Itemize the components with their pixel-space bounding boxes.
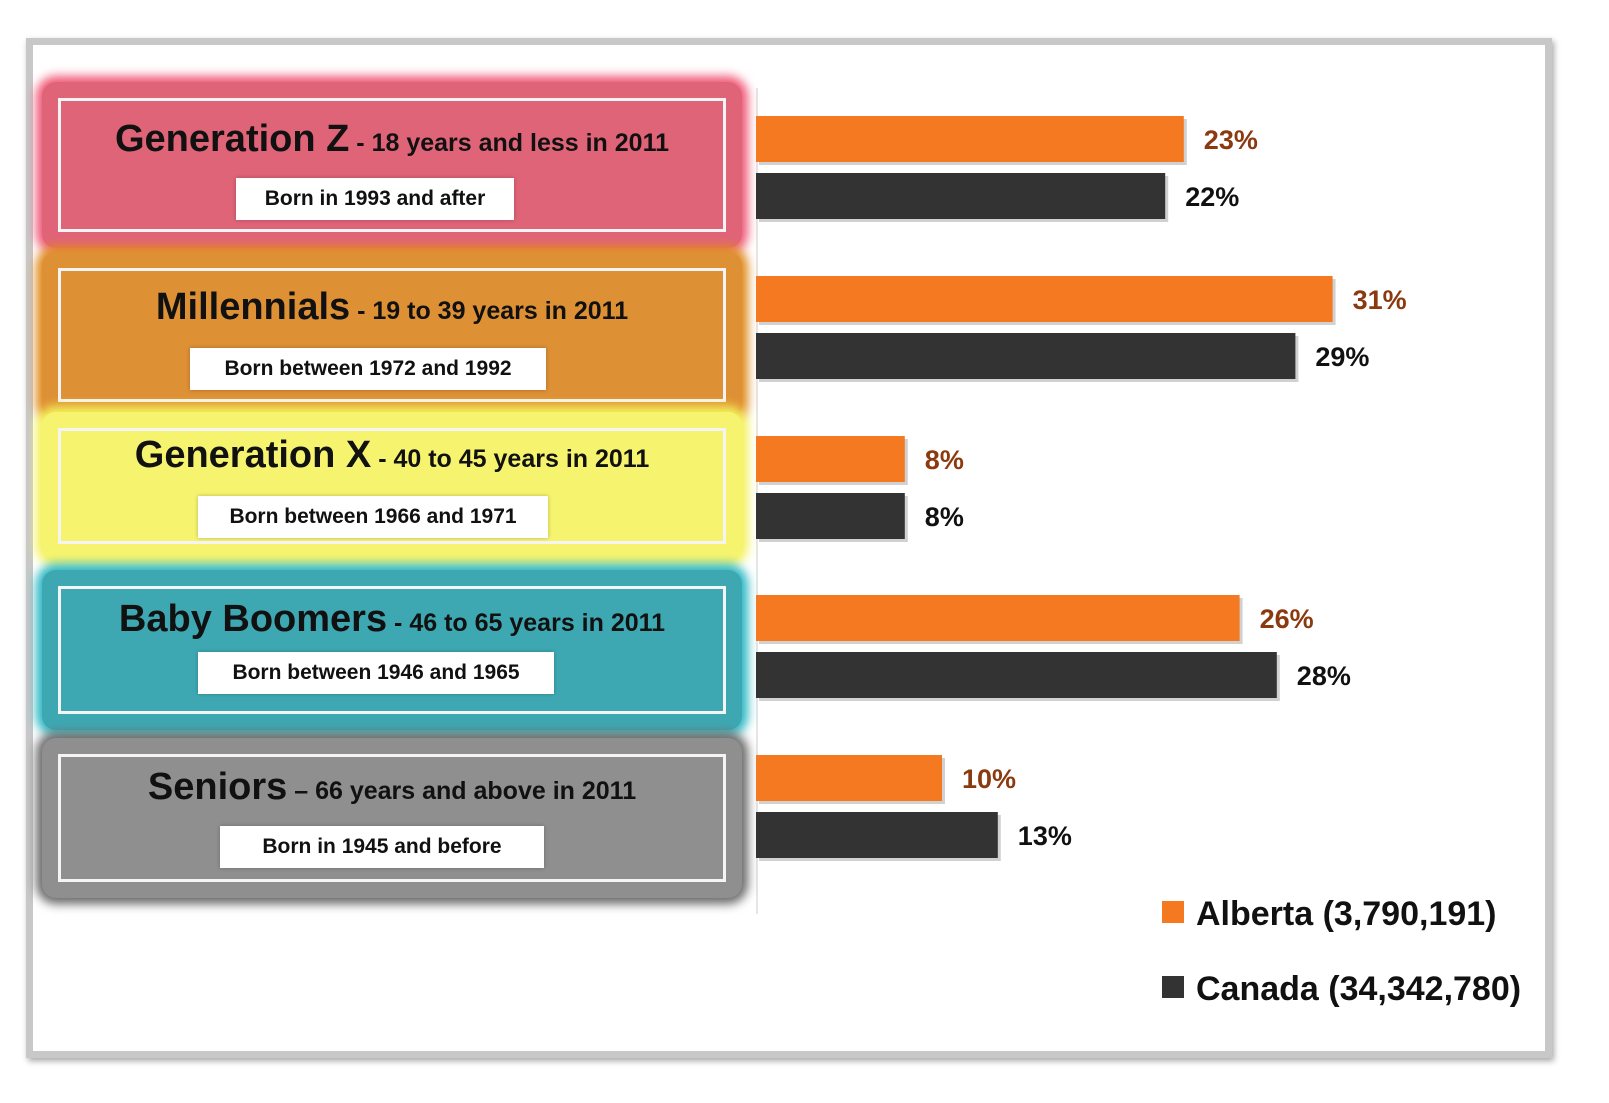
canada-bar <box>756 652 1277 698</box>
alberta-bar <box>756 436 905 482</box>
legend-canada: Canada (34,342,780) <box>1162 970 1521 1009</box>
legend-alberta: Alberta (3,790,191) <box>1162 895 1497 934</box>
alberta-data-label: 31% <box>1353 285 1407 315</box>
canada-data-label: 13% <box>1018 821 1072 851</box>
canada-bar <box>756 493 905 539</box>
generation-box-border <box>58 98 726 232</box>
alberta-bar <box>756 116 1184 162</box>
generation-box: Generation Z - 18 years and less in 2011… <box>42 82 742 248</box>
alberta-bar <box>756 276 1333 322</box>
canada-bar <box>756 812 998 858</box>
alberta-bar <box>756 595 1240 641</box>
generation-box: Generation X - 40 to 45 years in 2011 Bor… <box>42 412 742 560</box>
generation-title: Seniors – 66 years and above in 2011 <box>42 766 742 809</box>
alberta-bar <box>756 755 942 801</box>
generation-birth-years: Born in 1945 and before <box>220 826 544 868</box>
generation-birth-years: Born between 1972 and 1992 <box>190 348 546 390</box>
generation-name: Generation X <box>134 434 372 476</box>
canada-data-label: 8% <box>925 502 964 532</box>
generation-title: Generation Z - 18 years and less in 2011 <box>42 118 742 161</box>
generation-box-border <box>58 428 726 544</box>
canada-bar <box>756 173 1166 219</box>
generation-box-border <box>58 586 726 714</box>
generation-birth-years: Born in 1993 and after <box>236 178 514 220</box>
alberta-data-label: 10% <box>962 764 1016 794</box>
generation-name: Generation Z <box>114 118 350 160</box>
generation-box: Seniors – 66 years and above in 2011 Born… <box>42 738 742 898</box>
generation-title: Generation X - 40 to 45 years in 2011 <box>42 434 742 477</box>
generation-title: Millennials - 19 to 39 years in 2011 <box>42 286 742 329</box>
alberta-data-label: 23% <box>1204 125 1258 155</box>
generation-name: Baby Boomers <box>118 598 388 640</box>
canada-data-label: 22% <box>1185 182 1239 212</box>
legend-alberta-swatch <box>1162 901 1184 923</box>
generation-title: Baby Boomers - 46 to 65 years in 2011 <box>42 598 742 641</box>
generation-box-border <box>58 268 726 402</box>
canada-data-label: 29% <box>1315 342 1369 372</box>
legend-alberta-label: Alberta (3,790,191) <box>1196 895 1497 933</box>
legend-canada-label: Canada (34,342,780) <box>1196 970 1522 1008</box>
generation-age-range: - 40 to 45 years in 2011 <box>371 445 650 473</box>
generation-age-range: - 19 to 39 years in 2011 <box>350 297 629 325</box>
generation-name: Seniors <box>147 766 288 808</box>
canada-bar <box>756 333 1296 379</box>
generation-age-range: - 46 to 65 years in 2011 <box>387 609 666 637</box>
generation-box: Millennials - 19 to 39 years in 2011 Born… <box>42 252 742 418</box>
generation-name: Millennials <box>155 286 351 328</box>
generation-box: Baby Boomers - 46 to 65 years in 2011 Bor… <box>42 570 742 730</box>
generation-age-range: – 66 years and above in 2011 <box>287 777 637 805</box>
generation-birth-years: Born between 1946 and 1965 <box>198 652 554 694</box>
generation-box-border <box>58 754 726 882</box>
alberta-data-label: 8% <box>925 445 964 475</box>
alberta-data-label: 26% <box>1260 604 1314 634</box>
legend-canada-swatch <box>1162 976 1184 998</box>
canada-data-label: 28% <box>1297 661 1351 691</box>
generation-age-range: - 18 years and less in 2011 <box>349 129 670 157</box>
generation-birth-years: Born between 1966 and 1971 <box>198 496 548 538</box>
